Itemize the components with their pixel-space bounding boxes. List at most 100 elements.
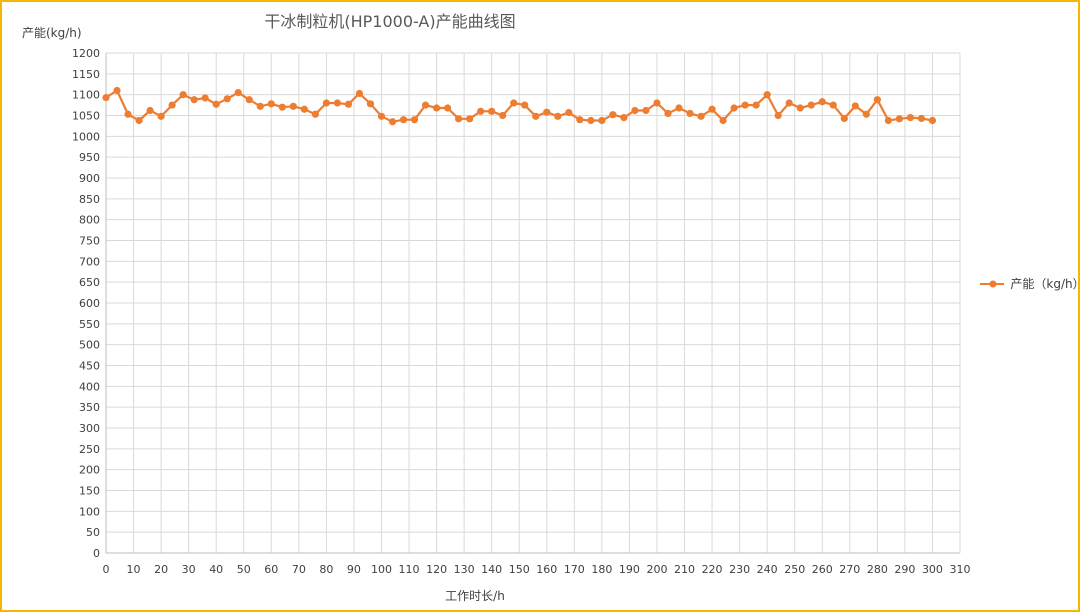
x-tick-label: 110 — [399, 563, 420, 576]
data-point — [664, 109, 672, 118]
data-point — [763, 91, 771, 99]
data-point — [895, 115, 903, 123]
data-point — [917, 114, 926, 123]
data-point — [851, 102, 859, 110]
x-tick-label: 300 — [922, 563, 943, 576]
x-tick-label: 0 — [103, 563, 110, 576]
data-point — [278, 103, 286, 111]
series-line — [105, 89, 933, 123]
y-tick-label: 400 — [79, 380, 100, 393]
x-tick-label: 140 — [481, 563, 502, 576]
y-axis-label: 产能(kg/h) — [22, 26, 82, 40]
y-tick-label: 0 — [93, 547, 100, 560]
data-point — [477, 107, 485, 115]
x-tick-label: 120 — [426, 563, 447, 576]
data-point — [102, 93, 110, 102]
data-point — [785, 99, 793, 107]
data-point — [741, 101, 749, 109]
data-point — [532, 112, 540, 120]
data-point — [421, 101, 430, 109]
x-tick-label: 170 — [564, 563, 585, 576]
data-point — [256, 102, 264, 110]
data-point — [675, 104, 683, 112]
data-point — [499, 111, 507, 120]
data-point — [344, 100, 353, 108]
data-point — [168, 101, 176, 109]
y-tick-label: 650 — [79, 276, 100, 289]
data-point — [135, 116, 143, 125]
data-point — [884, 116, 892, 125]
x-axis-label: 工作时长/h — [445, 589, 505, 603]
x-tick-label: 100 — [371, 563, 392, 576]
x-tick-label: 270 — [839, 563, 860, 576]
x-tick-label: 90 — [347, 563, 361, 576]
data-point — [576, 116, 584, 124]
data-point — [807, 101, 815, 109]
x-tick-label: 290 — [894, 563, 915, 576]
y-tick-label: 250 — [79, 443, 100, 456]
data-point — [388, 118, 397, 126]
x-tick-label: 280 — [867, 563, 888, 576]
legend-marker-icon — [980, 280, 1005, 287]
x-tick-label: 150 — [509, 563, 530, 576]
data-point — [432, 104, 441, 112]
data-point — [653, 99, 661, 107]
data-point — [444, 104, 452, 112]
data-point — [554, 112, 562, 120]
y-tick-label: 800 — [79, 214, 100, 227]
data-point — [212, 100, 220, 108]
x-tick-label: 130 — [454, 563, 475, 576]
data-point — [818, 98, 826, 106]
data-point — [377, 112, 386, 120]
data-point — [455, 115, 463, 123]
data-point — [840, 114, 848, 123]
data-point — [157, 112, 165, 120]
x-tick-label: 200 — [646, 563, 667, 576]
legend-label: 产能（kg/h） — [1010, 277, 1080, 291]
data-point — [399, 116, 408, 124]
data-point — [245, 96, 253, 104]
data-point — [234, 88, 242, 97]
data-point — [267, 100, 275, 108]
x-tick-label: 220 — [702, 563, 723, 576]
data-point — [620, 113, 628, 122]
data-point — [873, 96, 881, 104]
data-point — [719, 116, 727, 125]
x-tick-label: 260 — [812, 563, 833, 576]
data-point — [510, 99, 518, 107]
y-tick-label: 50 — [86, 526, 100, 539]
data-point — [906, 113, 915, 122]
y-tick-label: 450 — [79, 360, 100, 373]
data-point — [609, 111, 617, 119]
data-point — [146, 106, 154, 115]
data-point — [311, 110, 319, 118]
y-tick-label: 1200 — [72, 47, 100, 60]
data-point — [642, 106, 650, 115]
data-point — [521, 101, 529, 109]
y-tick-label: 750 — [79, 235, 100, 248]
x-tick-label: 70 — [292, 563, 306, 576]
data-point — [543, 108, 551, 116]
y-tick-label: 350 — [79, 401, 100, 414]
data-point — [113, 86, 121, 95]
y-tick-label: 600 — [79, 297, 100, 310]
y-tick-label: 700 — [79, 255, 100, 268]
y-tick-label: 1000 — [72, 130, 100, 143]
data-point — [697, 112, 705, 120]
x-tick-label: 60 — [264, 563, 278, 576]
data-point — [333, 99, 342, 107]
x-tick-label: 310 — [950, 563, 971, 576]
data-point — [466, 115, 474, 123]
data-point — [928, 116, 937, 125]
data-point — [190, 96, 198, 104]
x-tick-label: 250 — [784, 563, 805, 576]
data-point — [829, 101, 837, 109]
data-point — [201, 94, 209, 102]
x-tick-label: 210 — [674, 563, 695, 576]
data-point — [708, 105, 716, 113]
x-tick-label: 20 — [154, 563, 168, 576]
data-point — [587, 116, 595, 125]
data-point — [300, 105, 308, 113]
data-point — [124, 110, 132, 118]
